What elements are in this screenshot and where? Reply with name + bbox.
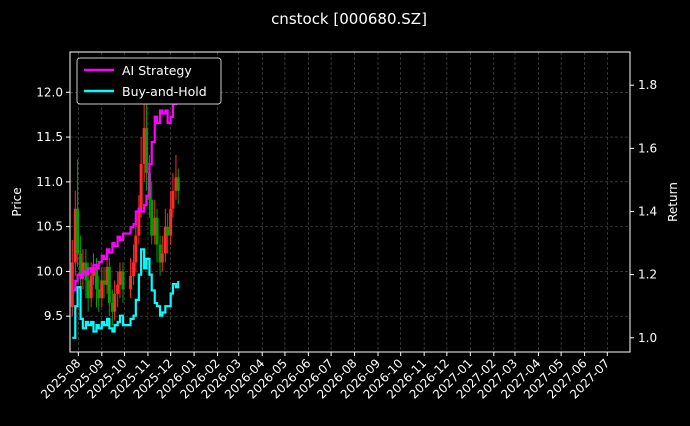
candle-body <box>94 266 98 290</box>
y-right-tick-label: 1.2 <box>638 268 657 282</box>
y-right-tick-label: 1.0 <box>638 331 657 345</box>
plot-frame <box>69 51 631 353</box>
series-lines <box>72 72 180 339</box>
legend: AI Strategy Buy-and-Hold <box>76 57 222 105</box>
candle-body <box>160 253 164 263</box>
candle-body <box>89 275 93 299</box>
y-right-tick-label: 1.6 <box>638 141 657 155</box>
y-left-tick-label: 11.0 <box>36 175 63 189</box>
candle-body <box>166 226 170 236</box>
candle-body <box>70 262 74 308</box>
candle-body <box>105 266 109 285</box>
candle-body <box>176 177 180 191</box>
candle-body <box>76 208 80 254</box>
y-right-tick-label: 1.4 <box>638 204 657 218</box>
candle-body <box>102 280 106 285</box>
y-left-tick-label: 12.0 <box>36 85 63 99</box>
candle-body <box>153 217 157 236</box>
candle-body <box>107 266 111 303</box>
candle-body <box>73 208 77 263</box>
candle-body <box>137 208 141 236</box>
candle-body <box>100 280 104 299</box>
candle-body <box>86 280 90 299</box>
candle-body <box>142 128 146 164</box>
candle-body <box>134 235 138 263</box>
y-axis-left-label: Price <box>10 187 24 216</box>
chart-title: cnstock [000680.SZ] <box>271 10 427 28</box>
candle-body <box>174 177 178 191</box>
candle-body <box>129 275 133 290</box>
candle-body <box>79 253 83 276</box>
y-left-tick-label: 10.5 <box>36 220 63 234</box>
candle-body <box>139 163 143 209</box>
candle-body <box>144 128 148 173</box>
candle-body <box>110 302 114 312</box>
legend-label-ai-strategy: AI Strategy <box>122 63 192 78</box>
candle-body <box>113 293 117 312</box>
y-left-tick-label: 11.5 <box>36 130 63 144</box>
y-right-tick-label: 1.8 <box>638 78 657 92</box>
ai-strategy-line <box>72 72 180 292</box>
candle-body <box>81 262 85 276</box>
y-left-tick-label: 9.5 <box>44 309 63 323</box>
buy-and-hold-line <box>72 248 180 339</box>
candle-body <box>163 226 167 254</box>
candle-body <box>116 284 120 294</box>
candle-body <box>155 217 159 245</box>
candle-body <box>121 271 125 290</box>
candle-body <box>97 289 101 299</box>
legend-label-buy-and-hold: Buy-and-Hold <box>122 84 207 99</box>
candle-body <box>171 190 175 209</box>
candle-body <box>132 262 136 276</box>
y-left-tick-label: 10.0 <box>36 264 63 278</box>
candle-body <box>150 199 154 236</box>
candle-body <box>169 208 173 236</box>
candle-body <box>158 244 162 263</box>
candle-body <box>118 271 122 285</box>
y-axis-right-label: Return <box>666 182 680 222</box>
